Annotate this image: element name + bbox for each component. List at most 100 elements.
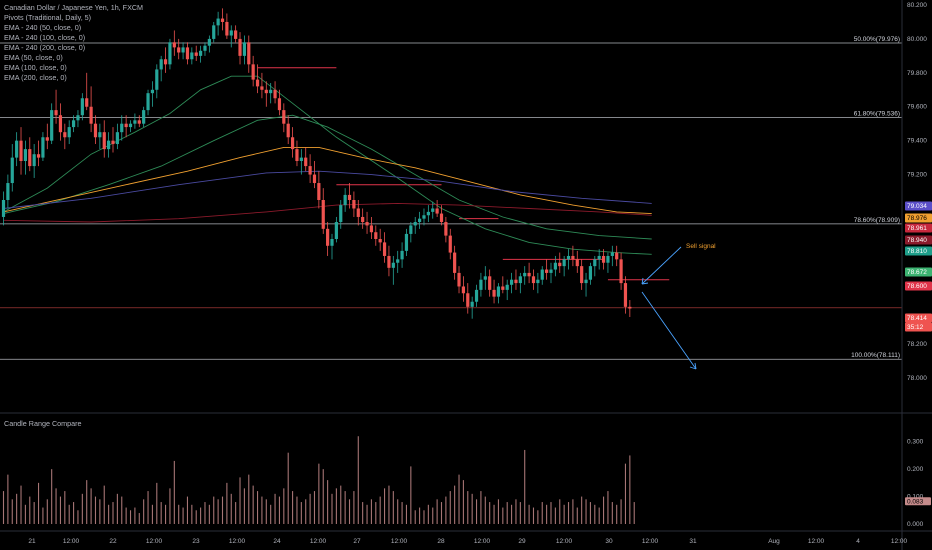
candle-body: [387, 255, 391, 268]
candle-body: [619, 259, 623, 284]
candle-body: [566, 255, 571, 260]
legend-symbol[interactable]: Canadian Dollar / Japanese Yen, 1h, FXCM: [4, 3, 144, 12]
candle-body: [418, 218, 422, 223]
time-axis-label: Aug: [768, 538, 780, 545]
candle-body: [474, 289, 479, 302]
legend-indicator[interactable]: EMA - 240 (50, close, 0): [4, 23, 82, 32]
candle-body: [496, 286, 501, 297]
candle-body: [536, 279, 540, 284]
candle-body: [606, 255, 610, 263]
legend-indicator[interactable]: EMA (200, close, 0): [4, 73, 67, 82]
candle-body: [207, 38, 211, 46]
legend-indicator[interactable]: EMA (50, close, 0): [4, 53, 63, 62]
candle-body: [1, 200, 6, 217]
fib-label: 61.80%(79.536): [854, 111, 900, 118]
candle-body: [146, 93, 150, 111]
price-tag: 79.034: [907, 203, 927, 210]
candle-body: [334, 222, 338, 239]
candle-body: [102, 132, 106, 150]
time-axis-label: 12:00: [808, 538, 825, 545]
candle-body: [269, 89, 273, 94]
candle-body: [150, 89, 155, 94]
candle-body: [255, 79, 260, 87]
candle-body: [339, 205, 343, 223]
price-axis-label: 79.600: [907, 104, 927, 111]
candle-body: [177, 47, 181, 53]
candle-body: [36, 154, 41, 158]
fib-label: 78.60%(78.909): [854, 217, 900, 224]
candle-body: [553, 262, 557, 270]
time-axis-label: 12:00: [310, 538, 327, 545]
candle-body: [308, 166, 312, 175]
candle-body: [199, 50, 203, 56]
candle-body: [212, 25, 216, 39]
candle-body: [623, 283, 628, 307]
candle-body: [448, 235, 452, 253]
candle-body: [194, 52, 198, 56]
price-tag: 78.810: [907, 248, 927, 255]
candle-body: [435, 208, 439, 214]
candle-body: [203, 45, 207, 51]
time-axis-label: 12:00: [556, 538, 573, 545]
candle-body: [509, 279, 514, 285]
price-axis-label: 79.800: [907, 70, 927, 77]
candle-body: [527, 272, 531, 277]
candle-body: [185, 47, 190, 60]
candle-body: [365, 222, 369, 226]
price-tag-bg: [905, 223, 932, 233]
time-axis-label: 28: [437, 538, 445, 545]
candle-body: [76, 115, 80, 121]
price-tags: 0.083 79.034 78.976 78.961 78.940 78.810 78.67…: [905, 201, 932, 506]
price-tag-bg: [905, 201, 932, 211]
subpane-title[interactable]: Candle Range Compare: [4, 419, 82, 428]
price-tag-bg: [905, 267, 932, 277]
candle-body: [488, 276, 492, 290]
legend-indicator[interactable]: Pivots (Traditional, Daily, 5): [4, 13, 92, 22]
candle-body: [426, 211, 430, 216]
candle-body: [505, 284, 509, 290]
price-axis-label: 78.200: [907, 341, 927, 348]
legend-indicator[interactable]: EMA - 240 (200, close, 0): [4, 43, 86, 52]
price-tag-bg: [905, 213, 932, 223]
candle-body: [545, 269, 549, 273]
time-axis-label: 12:00: [63, 538, 80, 545]
sub-last-tag-bg: [905, 497, 931, 506]
candle-body: [444, 222, 448, 236]
ema-line: [3, 146, 652, 215]
time-axis-label: 12:00: [391, 538, 408, 545]
candle-body: [514, 279, 518, 284]
sell-arrow-line: [641, 246, 682, 285]
sub-axis-label: 0.100: [907, 494, 924, 501]
candle-body: [330, 239, 334, 246]
fib-label: 100.00%(78.111): [851, 352, 900, 359]
candle-body: [220, 18, 225, 22]
time-axis-label: 12:00: [229, 538, 246, 545]
sub-axis-label: 0.300: [907, 439, 924, 446]
time-axis-label: 12:00: [642, 538, 659, 545]
time-axis-label: 24: [273, 538, 281, 545]
candle-body: [216, 18, 220, 26]
candle-body: [378, 239, 382, 243]
candle-body: [67, 127, 71, 138]
candle-body: [71, 120, 76, 128]
candle-body: [317, 183, 321, 200]
time-axis-label: 4: [856, 538, 860, 545]
candle-body: [369, 225, 374, 233]
candles: [1, 8, 632, 319]
price-tag: 78.976: [907, 215, 927, 222]
legend-indicator[interactable]: EMA (100, close, 0): [4, 63, 67, 72]
sell-signal-label: Sell signal: [686, 243, 716, 250]
candle-body: [356, 208, 360, 217]
candle-body: [58, 115, 63, 133]
candle-body: [264, 89, 268, 94]
candle-body: [124, 123, 128, 128]
legend-indicator[interactable]: EMA - 240 (100, close, 0): [4, 33, 86, 42]
time-axis-label: 12:00: [891, 538, 908, 545]
price-axis-label: 79.400: [907, 138, 927, 145]
candle-body: [540, 269, 544, 280]
fib-label: 50.00%(79.976): [854, 36, 900, 43]
target-arrow-head: [689, 362, 697, 370]
candle-body: [260, 86, 264, 90]
